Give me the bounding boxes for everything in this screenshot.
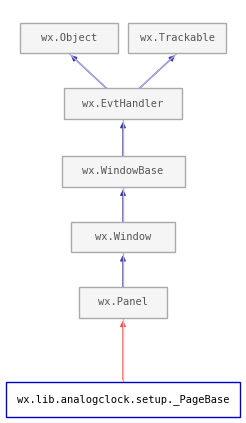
FancyBboxPatch shape [128,23,226,53]
Text: wx.Panel: wx.Panel [98,297,148,308]
Text: wx.Window: wx.Window [95,232,151,242]
Text: wx.lib.analogclock.setup._PageBase: wx.lib.analogclock.setup._PageBase [17,394,229,405]
FancyBboxPatch shape [6,382,240,417]
FancyBboxPatch shape [71,222,175,252]
Text: wx.EvtHandler: wx.EvtHandler [82,99,164,109]
Text: wx.Trackable: wx.Trackable [140,33,215,43]
FancyBboxPatch shape [64,88,182,119]
FancyBboxPatch shape [20,23,118,53]
FancyBboxPatch shape [62,156,184,187]
Text: wx.Object: wx.Object [41,33,97,43]
Text: wx.WindowBase: wx.WindowBase [82,166,164,176]
FancyBboxPatch shape [79,287,167,318]
